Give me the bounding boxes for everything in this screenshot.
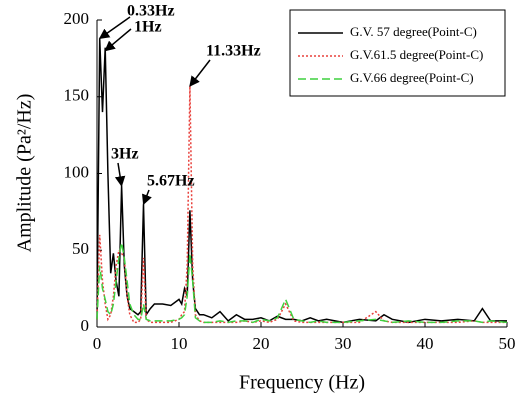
x-tick-label: 10 — [171, 334, 188, 353]
series-line — [96, 38, 507, 324]
annotation-label: 5.67Hz — [147, 173, 195, 190]
annotation-label: 11.33Hz — [206, 43, 261, 60]
series-line — [96, 85, 507, 324]
annotation-arrow — [98, 16, 131, 40]
y-tick-label: 150 — [64, 86, 90, 105]
annotation-label: 0.33Hz — [127, 3, 175, 20]
series-line — [96, 242, 508, 324]
legend-box — [289, 9, 506, 97]
y-tick-label: 200 — [64, 9, 90, 28]
annotation-arrow — [142, 189, 152, 206]
annotation-arrow — [189, 59, 211, 87]
x-tick-label: 50 — [499, 334, 516, 353]
legend-label: G.V.66 degree(Point-C) — [350, 70, 474, 85]
y-tick-label: 0 — [81, 316, 90, 335]
legend-label: G.V. 57 degree(Point-C) — [350, 24, 477, 39]
legend-label: G.V.61.5 degree(Point-C) — [350, 47, 483, 62]
x-tick-label: 30 — [335, 334, 352, 353]
x-axis-label: Frequency (Hz) — [239, 372, 365, 394]
x-tick-label: 20 — [253, 334, 270, 353]
annotation-arrow — [114, 162, 126, 187]
annotation-label: 3Hz — [111, 146, 139, 163]
annotation-label: 1Hz — [134, 19, 162, 36]
annotation-arrow — [104, 28, 132, 52]
y-tick-label: 100 — [64, 162, 90, 181]
x-tick-label: 40 — [417, 334, 434, 353]
y-axis-label: Amplitude (Pa²/Hz) — [14, 94, 36, 253]
y-tick-label: 50 — [72, 239, 89, 258]
x-tick-label: 0 — [93, 334, 102, 353]
